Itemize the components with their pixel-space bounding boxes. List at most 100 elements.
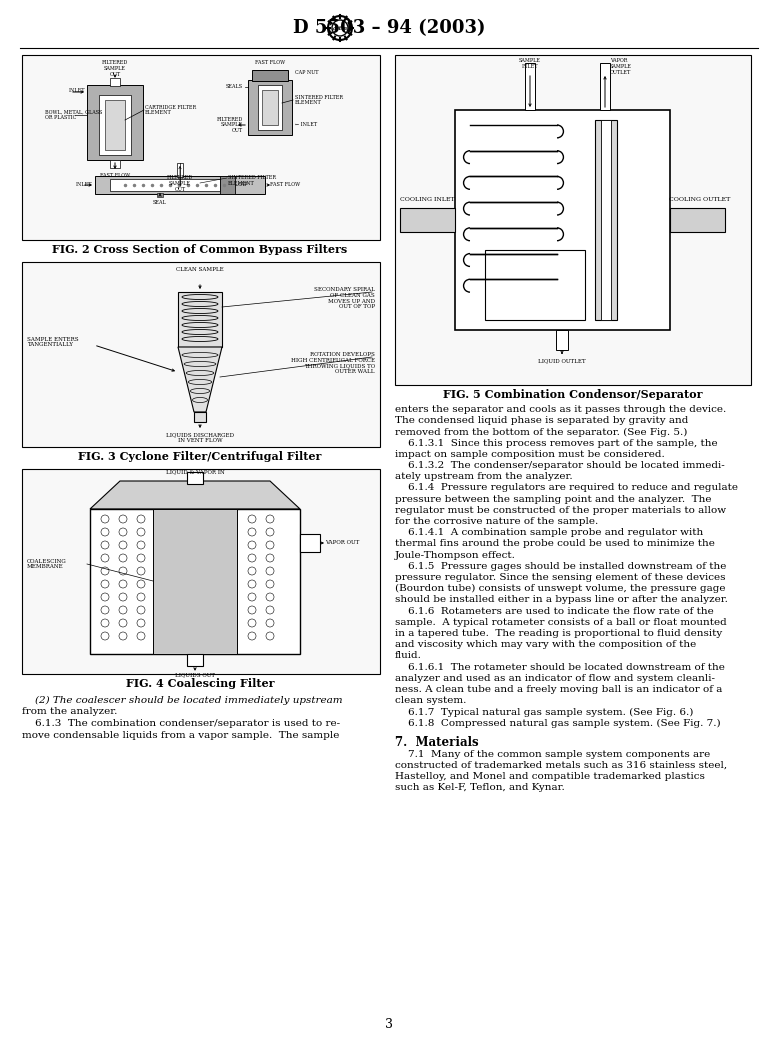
Circle shape [101, 567, 109, 575]
Circle shape [101, 606, 109, 614]
Bar [157, 193, 163, 197]
Text: FAST FLOW: FAST FLOW [270, 182, 300, 187]
Text: 6.1.5  Pressure gages should be installed downstream of the: 6.1.5 Pressure gages should be installed… [395, 562, 727, 570]
Circle shape [137, 606, 145, 614]
Bar [153, 509, 237, 654]
Text: SAMPLE ENTERS
TANGENTIALLY: SAMPLE ENTERS TANGENTIALLY [27, 336, 79, 348]
Circle shape [266, 632, 274, 640]
Text: COOLING INLET: COOLING INLET [400, 197, 454, 202]
Text: pressure regulator. Since the sensing element of these devices: pressure regulator. Since the sensing el… [395, 573, 726, 582]
Text: FIG. 2 Cross Section of Common Bypass Filters: FIG. 2 Cross Section of Common Bypass Fi… [52, 244, 348, 255]
Text: regulator must be constructed of the proper materials to allow: regulator must be constructed of the pro… [395, 506, 726, 515]
Bar [90, 509, 300, 654]
Text: sample.  A typical rotameter consists of a ball or float mounted: sample. A typical rotameter consists of … [395, 617, 727, 627]
Bar [187, 472, 203, 484]
Text: move condensable liquids from a vapor sample.  The sample: move condensable liquids from a vapor sa… [22, 731, 339, 739]
Circle shape [266, 606, 274, 614]
Circle shape [137, 541, 145, 549]
Circle shape [137, 593, 145, 601]
Text: FIG. 4 Coalescing Filter: FIG. 4 Coalescing Filter [126, 678, 275, 689]
Bar [395, 55, 751, 385]
Bar [110, 160, 120, 168]
Text: enters the separator and cools as it passes through the device.: enters the separator and cools as it pas… [395, 405, 726, 414]
Text: CLEAN SAMPLE: CLEAN SAMPLE [176, 266, 224, 272]
Bar [300, 534, 320, 552]
Text: D 5503 – 94 (2003): D 5503 – 94 (2003) [293, 19, 485, 37]
Polygon shape [90, 481, 300, 509]
Text: analyzer and used as an indicator of flow and system cleanli-: analyzer and used as an indicator of flo… [395, 674, 715, 683]
Text: from the analyzer.: from the analyzer. [22, 708, 117, 716]
Text: (Bourdon tube) consists of unswept volume, the pressure gage: (Bourdon tube) consists of unswept volum… [395, 584, 726, 593]
Text: 6.1.4.1  A combination sample probe and regulator with: 6.1.4.1 A combination sample probe and r… [395, 528, 703, 537]
Bar [177, 163, 183, 177]
Circle shape [266, 528, 274, 536]
Circle shape [248, 515, 256, 523]
Text: and viscosity which may vary with the composition of the: and viscosity which may vary with the co… [395, 640, 696, 650]
Bar [187, 654, 203, 666]
Bar [248, 80, 292, 135]
Circle shape [137, 554, 145, 562]
Text: FAST FLOW: FAST FLOW [100, 173, 130, 178]
Text: FAST FLOW: FAST FLOW [255, 60, 285, 65]
Circle shape [137, 632, 145, 640]
Circle shape [266, 515, 274, 523]
Circle shape [137, 567, 145, 575]
Text: pressure between the sampling point and the analyzer.  The: pressure between the sampling point and … [395, 494, 712, 504]
Bar [670, 208, 725, 232]
Circle shape [266, 593, 274, 601]
Text: such as Kel-F, Teflon, and Kynar.: such as Kel-F, Teflon, and Kynar. [395, 784, 565, 792]
Bar [252, 70, 288, 81]
Bar [22, 55, 380, 240]
Bar [594, 120, 617, 320]
Bar [178, 291, 222, 347]
Text: 6.1.4  Pressure regulators are required to reduce and regulate: 6.1.4 Pressure regulators are required t… [395, 483, 738, 492]
Text: should be installed either in a bypass line or after the analyzer.: should be installed either in a bypass l… [395, 595, 728, 605]
Bar [194, 412, 206, 422]
Circle shape [248, 554, 256, 562]
Text: Hastelloy, and Monel and compatible trademarked plastics: Hastelloy, and Monel and compatible trad… [395, 772, 705, 781]
Bar [601, 120, 611, 320]
Text: FILTERED
SAMPLE
OUT: FILTERED SAMPLE OUT [217, 117, 243, 133]
Circle shape [266, 580, 274, 588]
Text: astm: astm [332, 25, 348, 30]
Text: 6.1.3  The combination condenser/separator is used to re-: 6.1.3 The combination condenser/separato… [22, 719, 340, 728]
Bar [525, 64, 535, 110]
Bar [400, 208, 455, 232]
Text: 6.1.7  Typical natural gas sample system. (See Fig. 6.): 6.1.7 Typical natural gas sample system.… [395, 708, 693, 716]
Text: Joule-Thompson effect.: Joule-Thompson effect. [395, 551, 516, 560]
Text: 6.1.6.1  The rotameter should be located downstream of the: 6.1.6.1 The rotameter should be located … [395, 663, 725, 671]
Text: in a tapered tube.  The reading is proportional to fluid density: in a tapered tube. The reading is propor… [395, 629, 722, 638]
Text: impact on sample composition must be considered.: impact on sample composition must be con… [395, 450, 664, 459]
Circle shape [137, 515, 145, 523]
Bar [556, 330, 568, 350]
Text: 3: 3 [385, 1018, 393, 1032]
Text: SINTERED FILTER
ELEMENT: SINTERED FILTER ELEMENT [228, 175, 276, 185]
Bar [110, 179, 220, 191]
Text: removed from the bottom of the separator. (See Fig. 5.): removed from the bottom of the separator… [395, 428, 688, 436]
Circle shape [137, 619, 145, 627]
Text: LIQUIDS OUT: LIQUIDS OUT [175, 672, 215, 677]
Text: LIQUIDS DISCHARGED
IN VENT FLOW: LIQUIDS DISCHARGED IN VENT FLOW [166, 432, 234, 442]
Circle shape [101, 554, 109, 562]
Circle shape [137, 580, 145, 588]
Circle shape [137, 528, 145, 536]
Text: COOLING OUTLET: COOLING OUTLET [669, 197, 730, 202]
Circle shape [101, 632, 109, 640]
Text: SEAL: SEAL [153, 200, 166, 205]
Text: VAPOR OUT: VAPOR OUT [325, 540, 359, 545]
Bar [110, 78, 120, 86]
Circle shape [248, 528, 256, 536]
Circle shape [248, 541, 256, 549]
Text: SEALS: SEALS [226, 84, 243, 90]
Circle shape [101, 541, 109, 549]
Circle shape [101, 580, 109, 588]
Circle shape [248, 567, 256, 575]
Text: BOWL, METAL, GLASS
OR PLASTIC: BOWL, METAL, GLASS OR PLASTIC [45, 109, 103, 121]
Circle shape [119, 593, 127, 601]
Circle shape [248, 632, 256, 640]
Circle shape [119, 606, 127, 614]
Circle shape [266, 541, 274, 549]
Text: FILTERED
SAMPLE
OUT: FILTERED SAMPLE OUT [102, 60, 128, 77]
Text: constructed of trademarked metals such as 316 stainless steel,: constructed of trademarked metals such a… [395, 761, 727, 770]
Text: SECONDARY SPIRAL
OF CLEAN GAS
MOVES UP AND
OUT OF TOP: SECONDARY SPIRAL OF CLEAN GAS MOVES UP A… [314, 287, 375, 309]
